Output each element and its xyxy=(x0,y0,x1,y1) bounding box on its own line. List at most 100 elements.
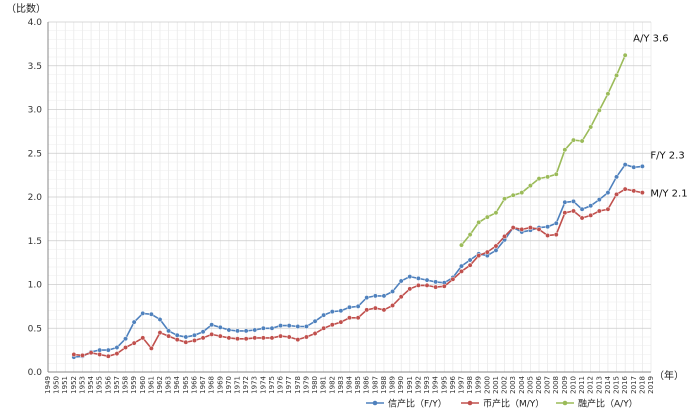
x-tick-label: 1960 xyxy=(139,376,147,394)
data-point xyxy=(493,243,499,249)
data-point xyxy=(260,325,266,331)
legend-marker xyxy=(467,400,473,406)
x-tick-label: 1995 xyxy=(440,376,448,394)
x-tick-label: 1957 xyxy=(113,376,121,394)
data-point xyxy=(588,203,594,209)
data-point xyxy=(88,350,94,356)
x-tick-label: 2016 xyxy=(621,375,629,393)
x-tick-label: 1993 xyxy=(423,376,431,394)
data-point xyxy=(252,335,258,341)
x-tick-label: 2001 xyxy=(492,376,500,394)
data-point xyxy=(295,337,301,343)
x-tick-label: 2012 xyxy=(587,376,595,394)
data-point xyxy=(191,338,197,343)
data-point xyxy=(269,325,275,331)
x-tick-label: 2013 xyxy=(595,376,603,394)
data-point xyxy=(467,257,473,263)
data-point xyxy=(622,186,628,192)
data-point xyxy=(355,315,361,321)
x-tick-label: 1994 xyxy=(432,375,440,393)
x-tick-label: 1992 xyxy=(414,376,422,394)
data-point xyxy=(545,224,551,230)
data-point xyxy=(579,215,585,221)
data-point xyxy=(174,337,180,343)
data-point xyxy=(209,331,215,337)
data-point xyxy=(527,225,533,231)
data-point xyxy=(433,279,439,285)
data-point xyxy=(596,197,602,203)
data-point xyxy=(123,345,128,350)
data-point xyxy=(166,333,172,339)
legend-label: 信产比（F/Y） xyxy=(388,398,447,410)
data-point xyxy=(381,307,387,313)
data-point xyxy=(243,328,249,334)
data-point xyxy=(329,322,335,328)
series-end-label: F/Y 2.3 xyxy=(650,150,684,161)
x-tick-label: 1985 xyxy=(354,376,362,394)
data-point xyxy=(321,312,327,318)
x-tick-label: 1986 xyxy=(363,375,371,393)
data-point xyxy=(631,164,637,170)
x-tick-label: 1998 xyxy=(466,376,474,394)
data-point xyxy=(631,188,637,194)
data-point xyxy=(347,315,352,321)
x-tick-label: 1962 xyxy=(156,376,164,394)
data-point xyxy=(174,332,180,338)
data-point xyxy=(579,138,585,144)
x-tick-label: 2017 xyxy=(630,376,638,394)
x-tick-label: 1969 xyxy=(216,376,224,394)
x-tick-label: 2011 xyxy=(578,376,586,394)
y-tick-label: 1.0 xyxy=(28,281,43,291)
x-tick-label: 1982 xyxy=(328,376,336,394)
data-point xyxy=(381,293,387,299)
x-tick-label: 1965 xyxy=(182,376,190,394)
x-tick-label: 1976 xyxy=(277,375,285,393)
data-point xyxy=(407,274,413,280)
x-tick-label: 1971 xyxy=(234,376,242,394)
data-point xyxy=(269,335,275,341)
data-point xyxy=(372,305,378,311)
x-tick-label: 1973 xyxy=(251,376,259,394)
data-point xyxy=(519,190,525,196)
y-tick-label: 0.5 xyxy=(28,324,42,334)
x-tick-label: 1966 xyxy=(190,375,198,393)
legend-marker xyxy=(562,400,568,406)
x-unit-label: （年） xyxy=(654,369,684,382)
data-point xyxy=(295,324,301,329)
x-tick-label: 1996 xyxy=(449,375,457,393)
x-tick-label: 2007 xyxy=(544,376,552,394)
data-point xyxy=(278,323,284,329)
data-point xyxy=(157,317,163,322)
data-point xyxy=(123,336,128,342)
data-point xyxy=(217,324,223,330)
data-point xyxy=(571,198,576,204)
legend-label: 币产比（M/Y） xyxy=(483,398,544,410)
y-tick-label: 2.5 xyxy=(28,149,42,159)
data-point xyxy=(467,232,473,238)
data-point xyxy=(441,283,447,289)
x-tick-label: 1951 xyxy=(61,376,69,394)
legend-marker xyxy=(372,400,378,406)
data-point xyxy=(614,174,619,180)
data-point xyxy=(390,303,396,308)
data-point xyxy=(243,336,249,342)
y-tick-label: 3.0 xyxy=(28,106,43,116)
x-tick-label: 1979 xyxy=(302,376,310,394)
data-point xyxy=(338,308,344,314)
x-tick-label: 1967 xyxy=(199,376,207,394)
x-tick-label: 2008 xyxy=(552,376,560,394)
data-point xyxy=(502,233,508,239)
x-tick-label: 1959 xyxy=(130,376,138,394)
x-tick-label: 2010 xyxy=(569,376,577,394)
data-point xyxy=(226,327,232,333)
x-tick-label: 1984 xyxy=(346,375,354,393)
data-point xyxy=(459,242,464,248)
plot-series: F/Y 2.3 M/Y 2.1 A/Y 3.6 xyxy=(71,33,688,360)
x-tick-label: 2009 xyxy=(561,376,569,394)
data-point xyxy=(364,307,370,313)
data-point xyxy=(579,206,585,212)
data-point xyxy=(114,345,120,350)
x-tick-label: 1974 xyxy=(259,375,267,393)
